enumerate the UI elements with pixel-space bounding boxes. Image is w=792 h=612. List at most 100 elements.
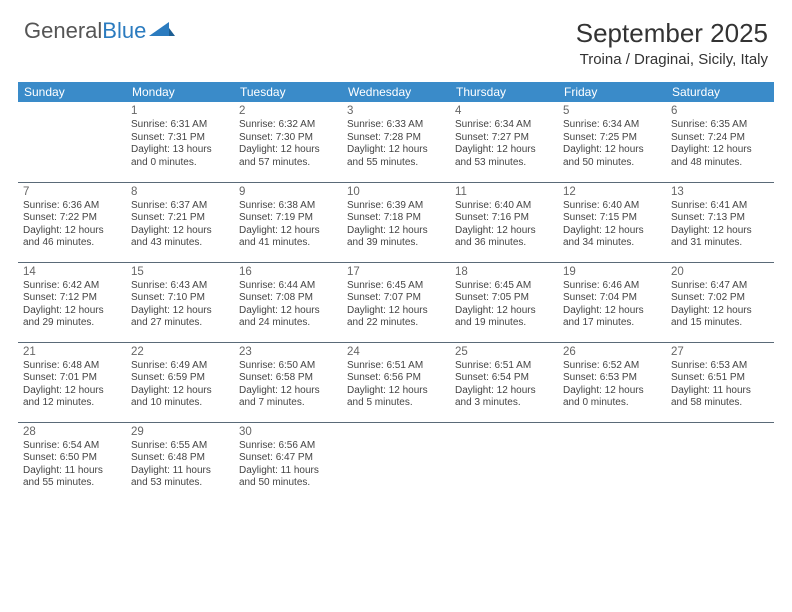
day-number: 24 [347, 345, 445, 359]
daylight-line: Daylight: 12 hours and 7 minutes. [239, 385, 337, 410]
day-number: 26 [563, 345, 661, 359]
weekday-header: Sunday [18, 82, 126, 102]
sunrise-line: Sunrise: 6:51 AM [455, 360, 553, 373]
daylight-line: Daylight: 12 hours and 48 minutes. [671, 144, 769, 169]
sunrise-line: Sunrise: 6:45 AM [347, 280, 445, 293]
sunset-line: Sunset: 7:08 PM [239, 292, 337, 305]
calendar-week: 1Sunrise: 6:31 AMSunset: 7:31 PMDaylight… [18, 102, 774, 182]
daylight-line: Daylight: 12 hours and 50 minutes. [563, 144, 661, 169]
weekday-header: Saturday [666, 82, 774, 102]
sunset-line: Sunset: 7:27 PM [455, 132, 553, 145]
sunrise-line: Sunrise: 6:34 AM [455, 119, 553, 132]
weekday-header: Tuesday [234, 82, 342, 102]
sunset-line: Sunset: 6:53 PM [563, 372, 661, 385]
weekday-header: Thursday [450, 82, 558, 102]
sunset-line: Sunset: 6:59 PM [131, 372, 229, 385]
calendar-cell: 8Sunrise: 6:37 AMSunset: 7:21 PMDaylight… [126, 182, 234, 262]
daylight-line: Daylight: 11 hours and 53 minutes. [131, 465, 229, 490]
weekday-header: Monday [126, 82, 234, 102]
sunrise-line: Sunrise: 6:47 AM [671, 280, 769, 293]
daylight-line: Daylight: 12 hours and 31 minutes. [671, 225, 769, 250]
weekday-header: Wednesday [342, 82, 450, 102]
sunset-line: Sunset: 7:05 PM [455, 292, 553, 305]
sunrise-line: Sunrise: 6:48 AM [23, 360, 121, 373]
day-number: 21 [23, 345, 121, 359]
daylight-line: Daylight: 11 hours and 55 minutes. [23, 465, 121, 490]
calendar-cell: 3Sunrise: 6:33 AMSunset: 7:28 PMDaylight… [342, 102, 450, 182]
daylight-line: Daylight: 12 hours and 39 minutes. [347, 225, 445, 250]
daylight-line: Daylight: 12 hours and 29 minutes. [23, 305, 121, 330]
sunrise-line: Sunrise: 6:49 AM [131, 360, 229, 373]
sunset-line: Sunset: 7:28 PM [347, 132, 445, 145]
day-number: 22 [131, 345, 229, 359]
calendar-head: SundayMondayTuesdayWednesdayThursdayFrid… [18, 82, 774, 102]
daylight-line: Daylight: 11 hours and 58 minutes. [671, 385, 769, 410]
sunset-line: Sunset: 7:21 PM [131, 212, 229, 225]
calendar-cell: 15Sunrise: 6:43 AMSunset: 7:10 PMDayligh… [126, 262, 234, 342]
calendar-cell: 5Sunrise: 6:34 AMSunset: 7:25 PMDaylight… [558, 102, 666, 182]
calendar-cell: 27Sunrise: 6:53 AMSunset: 6:51 PMDayligh… [666, 342, 774, 422]
day-number: 14 [23, 265, 121, 279]
header: GeneralBlue September 2025 Troina / Drag… [0, 0, 792, 74]
day-number: 12 [563, 185, 661, 199]
calendar-cell: 17Sunrise: 6:45 AMSunset: 7:07 PMDayligh… [342, 262, 450, 342]
daylight-line: Daylight: 12 hours and 0 minutes. [563, 385, 661, 410]
daylight-line: Daylight: 12 hours and 27 minutes. [131, 305, 229, 330]
day-number: 18 [455, 265, 553, 279]
calendar-cell: 19Sunrise: 6:46 AMSunset: 7:04 PMDayligh… [558, 262, 666, 342]
sunrise-line: Sunrise: 6:45 AM [455, 280, 553, 293]
sunrise-line: Sunrise: 6:39 AM [347, 200, 445, 213]
daylight-line: Daylight: 12 hours and 3 minutes. [455, 385, 553, 410]
sunrise-line: Sunrise: 6:42 AM [23, 280, 121, 293]
sunrise-line: Sunrise: 6:32 AM [239, 119, 337, 132]
day-number: 19 [563, 265, 661, 279]
sunset-line: Sunset: 7:16 PM [455, 212, 553, 225]
day-number: 17 [347, 265, 445, 279]
sunset-line: Sunset: 7:24 PM [671, 132, 769, 145]
calendar-cell: 11Sunrise: 6:40 AMSunset: 7:16 PMDayligh… [450, 182, 558, 262]
month-title: September 2025 [576, 18, 768, 49]
day-number: 8 [131, 185, 229, 199]
daylight-line: Daylight: 12 hours and 55 minutes. [347, 144, 445, 169]
sunset-line: Sunset: 7:13 PM [671, 212, 769, 225]
calendar-cell: 22Sunrise: 6:49 AMSunset: 6:59 PMDayligh… [126, 342, 234, 422]
calendar-cell: 24Sunrise: 6:51 AMSunset: 6:56 PMDayligh… [342, 342, 450, 422]
logo-text: GeneralBlue [24, 18, 146, 44]
sunset-line: Sunset: 6:56 PM [347, 372, 445, 385]
day-number: 11 [455, 185, 553, 199]
daylight-line: Daylight: 12 hours and 43 minutes. [131, 225, 229, 250]
sunset-line: Sunset: 7:19 PM [239, 212, 337, 225]
calendar-cell: 4Sunrise: 6:34 AMSunset: 7:27 PMDaylight… [450, 102, 558, 182]
daylight-line: Daylight: 12 hours and 57 minutes. [239, 144, 337, 169]
sunrise-line: Sunrise: 6:40 AM [563, 200, 661, 213]
calendar-week: 28Sunrise: 6:54 AMSunset: 6:50 PMDayligh… [18, 422, 774, 502]
calendar-cell: 20Sunrise: 6:47 AMSunset: 7:02 PMDayligh… [666, 262, 774, 342]
day-number: 9 [239, 185, 337, 199]
calendar-cell: 2Sunrise: 6:32 AMSunset: 7:30 PMDaylight… [234, 102, 342, 182]
calendar-table: SundayMondayTuesdayWednesdayThursdayFrid… [18, 82, 774, 502]
day-number: 10 [347, 185, 445, 199]
sunrise-line: Sunrise: 6:43 AM [131, 280, 229, 293]
daylight-line: Daylight: 12 hours and 34 minutes. [563, 225, 661, 250]
calendar-cell: 23Sunrise: 6:50 AMSunset: 6:58 PMDayligh… [234, 342, 342, 422]
daylight-line: Daylight: 12 hours and 5 minutes. [347, 385, 445, 410]
sunset-line: Sunset: 7:02 PM [671, 292, 769, 305]
sunset-line: Sunset: 6:47 PM [239, 452, 337, 465]
sunset-line: Sunset: 7:12 PM [23, 292, 121, 305]
sunrise-line: Sunrise: 6:40 AM [455, 200, 553, 213]
calendar-cell: 18Sunrise: 6:45 AMSunset: 7:05 PMDayligh… [450, 262, 558, 342]
sunset-line: Sunset: 7:22 PM [23, 212, 121, 225]
sunrise-line: Sunrise: 6:44 AM [239, 280, 337, 293]
sunrise-line: Sunrise: 6:41 AM [671, 200, 769, 213]
sunrise-line: Sunrise: 6:36 AM [23, 200, 121, 213]
calendar-cell: 16Sunrise: 6:44 AMSunset: 7:08 PMDayligh… [234, 262, 342, 342]
logo-part1: General [24, 18, 102, 43]
day-number: 7 [23, 185, 121, 199]
day-number: 5 [563, 104, 661, 118]
day-number: 28 [23, 425, 121, 439]
calendar-cell: 13Sunrise: 6:41 AMSunset: 7:13 PMDayligh… [666, 182, 774, 262]
sunset-line: Sunset: 7:25 PM [563, 132, 661, 145]
sunrise-line: Sunrise: 6:54 AM [23, 440, 121, 453]
calendar-cell: 28Sunrise: 6:54 AMSunset: 6:50 PMDayligh… [18, 422, 126, 502]
sunset-line: Sunset: 7:10 PM [131, 292, 229, 305]
